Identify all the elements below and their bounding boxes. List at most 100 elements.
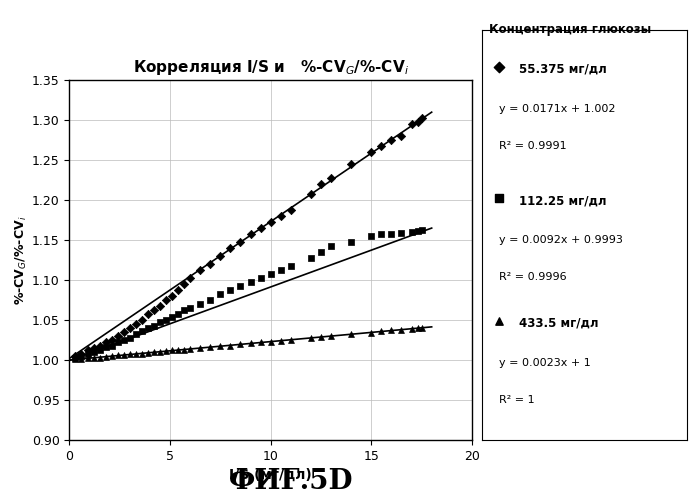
Point	[154, 318, 166, 326]
Point	[416, 114, 428, 122]
Point	[255, 274, 266, 281]
Point	[136, 316, 147, 324]
Point	[194, 266, 206, 274]
Point	[245, 339, 256, 347]
Point	[70, 354, 81, 362]
Point	[366, 232, 377, 240]
Point	[178, 280, 189, 288]
Point	[366, 148, 377, 156]
Point	[396, 229, 407, 237]
Point	[82, 346, 93, 354]
Point	[154, 348, 166, 356]
Text: y = 0.0171x + 1.002: y = 0.0171x + 1.002	[499, 104, 615, 114]
Point	[185, 345, 196, 353]
Point	[305, 334, 316, 342]
Point	[412, 324, 423, 332]
Point	[315, 248, 327, 256]
Point	[346, 330, 357, 338]
Point	[215, 290, 226, 298]
Point	[235, 282, 246, 290]
Point	[225, 244, 236, 252]
Point	[100, 353, 111, 361]
Point	[118, 351, 129, 359]
Point	[82, 350, 93, 358]
Point	[94, 354, 105, 362]
Point	[118, 328, 129, 336]
Text: y = 0.0092x + 0.9993: y = 0.0092x + 0.9993	[499, 235, 623, 245]
Point	[185, 304, 196, 312]
Point	[142, 310, 153, 318]
Point	[130, 330, 142, 338]
Point	[106, 336, 117, 344]
Y-axis label: %-CV$_G$/%-CV$_i$: %-CV$_G$/%-CV$_i$	[14, 216, 29, 304]
Point	[235, 238, 246, 246]
Point	[124, 350, 135, 358]
Point	[416, 226, 428, 234]
Text: R² = 0.9991: R² = 0.9991	[499, 140, 566, 150]
Title: Корреляция I/S и   %-CV$_G$/%-CV$_i$: Корреляция I/S и %-CV$_G$/%-CV$_i$	[133, 58, 409, 76]
Point	[142, 324, 153, 332]
Point	[106, 342, 117, 349]
Point	[70, 352, 81, 360]
Point	[167, 346, 178, 354]
Point	[149, 306, 160, 314]
Point	[305, 254, 316, 262]
Point	[160, 296, 171, 304]
Point	[88, 348, 99, 356]
Point	[112, 332, 124, 340]
Point	[94, 346, 105, 354]
Point	[396, 132, 407, 140]
Point	[76, 355, 87, 363]
Point	[142, 349, 153, 357]
Point	[167, 292, 178, 300]
Point	[106, 352, 117, 360]
Point	[70, 355, 81, 363]
Point	[215, 252, 226, 260]
Point	[305, 190, 316, 198]
Point	[376, 230, 387, 238]
Point	[265, 338, 276, 345]
Point	[173, 310, 184, 318]
Point	[205, 343, 216, 351]
Point	[136, 327, 147, 335]
Point	[245, 230, 256, 237]
Point	[325, 174, 337, 182]
Point	[255, 338, 266, 346]
Point	[412, 227, 423, 235]
Point	[366, 329, 377, 337]
Point	[376, 327, 387, 335]
Text: 112.25 мг/дл: 112.25 мг/дл	[519, 194, 607, 207]
Point	[325, 332, 337, 340]
Point	[88, 354, 99, 362]
Point	[100, 343, 111, 351]
Point	[154, 302, 166, 310]
Point	[205, 296, 216, 304]
Text: ФИГ.5D: ФИГ.5D	[229, 468, 354, 495]
Point	[185, 274, 196, 282]
Point	[215, 342, 226, 350]
Point	[416, 324, 428, 332]
Point	[173, 346, 184, 354]
Point	[412, 118, 423, 126]
Point	[493, 194, 505, 202]
Text: y = 0.0023x + 1: y = 0.0023x + 1	[499, 358, 591, 368]
Point	[112, 351, 124, 359]
Text: R² = 0.9996: R² = 0.9996	[499, 272, 566, 282]
Point	[178, 346, 189, 354]
Point	[235, 340, 246, 348]
Point	[94, 342, 105, 349]
Text: 55.375 мг/дл: 55.375 мг/дл	[519, 63, 607, 76]
Point	[88, 344, 99, 352]
Point	[386, 326, 397, 334]
Point	[149, 348, 160, 356]
Point	[205, 260, 216, 268]
Point	[275, 337, 286, 345]
Point	[406, 120, 417, 128]
Point	[100, 338, 111, 346]
Point	[160, 347, 171, 355]
Point	[118, 336, 129, 344]
Point	[149, 322, 160, 330]
X-axis label: I/S (мг/дл): I/S (мг/дл)	[229, 468, 312, 482]
Point	[325, 242, 337, 250]
Point	[82, 354, 93, 362]
